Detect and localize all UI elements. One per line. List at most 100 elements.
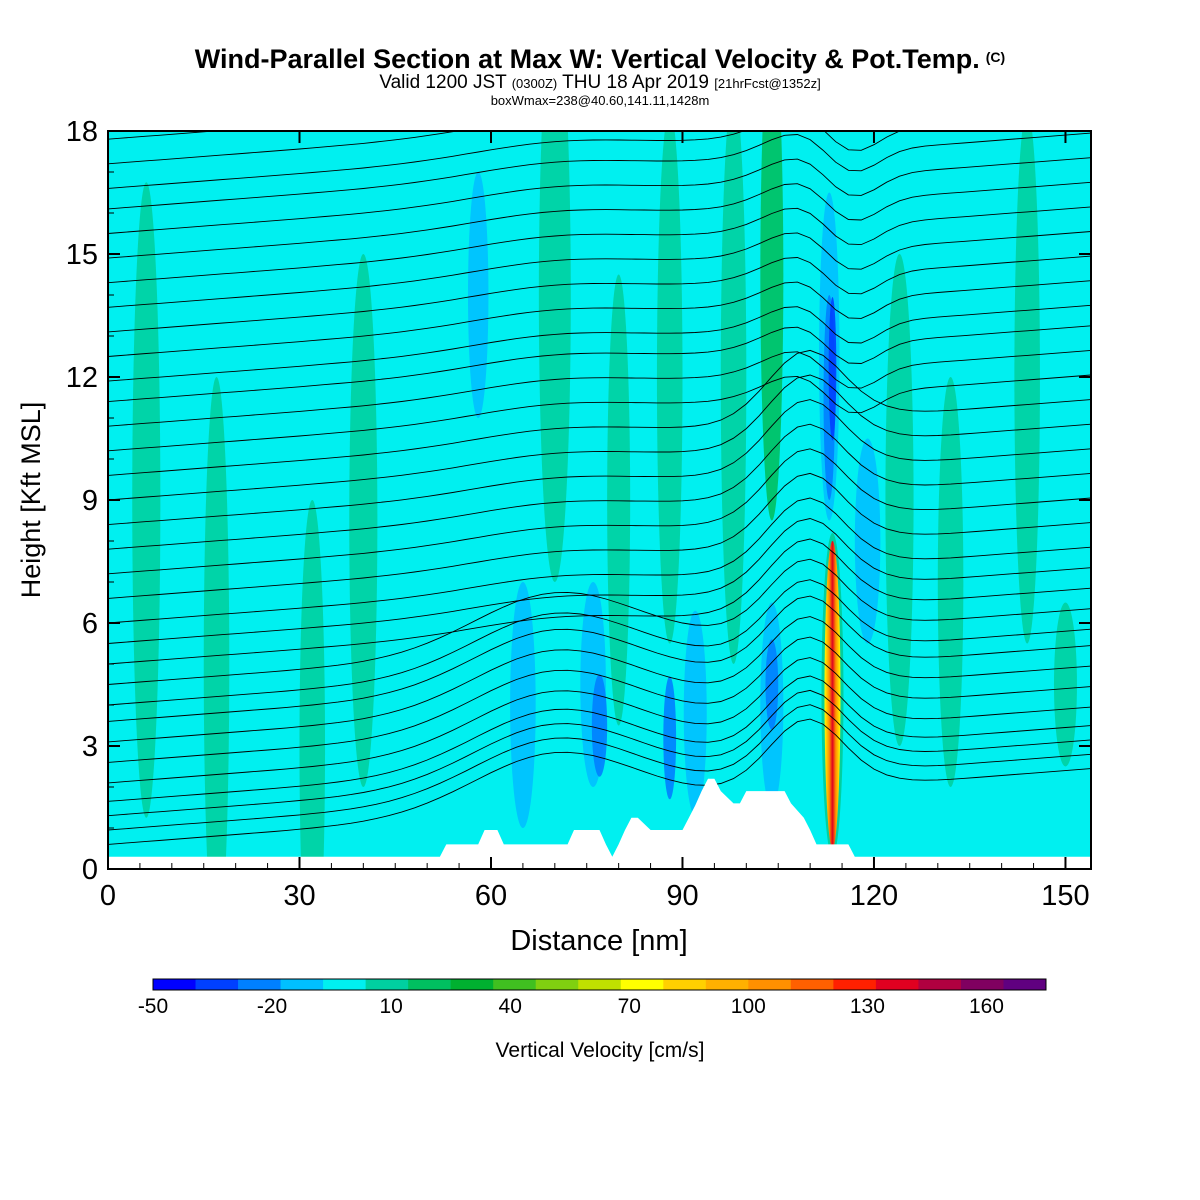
theta-contour bbox=[108, 131, 220, 140]
theta-contour bbox=[108, 579, 1091, 706]
theta-contour bbox=[108, 718, 1091, 845]
theta-contour bbox=[108, 325, 1091, 403]
colorbar-swatch bbox=[280, 979, 324, 990]
colorbar-swatch bbox=[790, 979, 834, 990]
colorbar-tick-label: 160 bbox=[969, 995, 1004, 1018]
theta-contour bbox=[108, 374, 1091, 452]
theta-contour bbox=[108, 255, 1091, 333]
velocity-field bbox=[132, 131, 1077, 869]
theta-contour bbox=[108, 497, 1091, 624]
x-axis-label: Distance [nm] bbox=[510, 925, 687, 957]
theta-contour bbox=[108, 558, 1091, 685]
x-tick-label: 0 bbox=[100, 880, 116, 912]
field-feature bbox=[1014, 131, 1040, 644]
chart-subtitle: Valid 1200 JST (0300Z) THU 18 Apr 2019 [… bbox=[0, 72, 1200, 94]
colorbar-swatch bbox=[153, 979, 197, 990]
colorbar-swatch bbox=[238, 979, 282, 990]
field-feature bbox=[203, 377, 230, 869]
terrain bbox=[108, 778, 1091, 869]
colorbar-swatch bbox=[620, 979, 664, 990]
theta-contour bbox=[108, 636, 1091, 763]
box-info: boxWmax=238@40.60,141.11,1428m bbox=[490, 93, 710, 108]
colorbar-swatch bbox=[705, 979, 749, 990]
theta-contour bbox=[108, 704, 1091, 831]
valid-date: THU 18 Apr 2019 bbox=[562, 72, 709, 93]
colorbar-swatch bbox=[493, 979, 537, 990]
colorbar-swatch bbox=[408, 979, 452, 990]
colorbar-swatch bbox=[875, 979, 919, 990]
colorbar-tick-label: -50 bbox=[138, 995, 168, 1018]
y-tick-label: 3 bbox=[82, 731, 98, 763]
theta-contour bbox=[108, 374, 1091, 501]
theta-contour bbox=[108, 538, 1091, 665]
y-tick-label: 12 bbox=[66, 362, 98, 394]
colorbar-frame bbox=[152, 978, 1047, 991]
colorbar-swatch bbox=[195, 979, 239, 990]
chart-title-text: Wind-Parallel Section at Max W: Vertical… bbox=[194, 44, 980, 74]
colorbar-swatch bbox=[1003, 979, 1047, 990]
theta-contour bbox=[108, 399, 1091, 526]
updraft-core bbox=[824, 541, 841, 849]
x-tick-label: 30 bbox=[283, 880, 315, 912]
colorbar-tick-label: 100 bbox=[731, 995, 766, 1018]
field-feature bbox=[760, 131, 784, 521]
theta-contour bbox=[108, 616, 1091, 743]
colorbar-swatch bbox=[535, 979, 579, 990]
theta-contour bbox=[108, 349, 1091, 427]
colorbar-swatch bbox=[748, 979, 792, 990]
colorbar-tick-label: 70 bbox=[618, 995, 641, 1018]
x-tick-label: 90 bbox=[666, 880, 698, 912]
field-feature bbox=[510, 582, 536, 828]
field-feature bbox=[1053, 602, 1077, 767]
theta-contour bbox=[108, 675, 1091, 802]
field-feature bbox=[656, 131, 683, 644]
colorbar-tick-label: -20 bbox=[257, 995, 287, 1018]
y-tick-label: 9 bbox=[82, 485, 98, 517]
theta-contour bbox=[108, 131, 902, 189]
theta-contour bbox=[108, 518, 1091, 644]
y-tick-label: 15 bbox=[66, 239, 98, 271]
field-feature bbox=[591, 674, 608, 777]
colorbar-swatch bbox=[960, 979, 1004, 990]
theta-contour bbox=[108, 349, 1091, 476]
field-feature bbox=[349, 254, 378, 787]
field-feature bbox=[885, 254, 914, 746]
colorbar-tick-label: 130 bbox=[850, 995, 885, 1018]
theta-contour bbox=[108, 131, 460, 165]
y-tick-label: 0 bbox=[82, 854, 98, 886]
theta-contour bbox=[108, 132, 1091, 210]
axes: 0 30 60 90 120 150 0 3 6 9 12 15 18 bbox=[66, 116, 1091, 912]
x-tick-label: 60 bbox=[475, 880, 507, 912]
colorbar-swatch bbox=[365, 979, 409, 990]
colorbar-tick-label: 10 bbox=[379, 995, 402, 1018]
field-feature bbox=[299, 500, 326, 869]
theta-contour bbox=[108, 423, 1091, 550]
theta-contour bbox=[108, 181, 1091, 259]
field-feature bbox=[538, 131, 571, 582]
colorbar-swatch bbox=[578, 979, 622, 990]
theta-contour bbox=[108, 231, 1091, 308]
colorbar-swatch bbox=[833, 979, 877, 990]
x-tick-label: 150 bbox=[1041, 880, 1089, 912]
theta-contours bbox=[108, 131, 1091, 845]
colorbar-swatch bbox=[663, 979, 707, 990]
field-feature bbox=[607, 274, 631, 726]
field-feature bbox=[720, 131, 747, 664]
theta-contour bbox=[108, 595, 1091, 722]
y-axis-label: Height [Kft MSL] bbox=[16, 402, 46, 599]
theta-contour bbox=[108, 206, 1091, 284]
x-tick-label: 120 bbox=[850, 880, 898, 912]
field-feature bbox=[937, 377, 964, 787]
field-feature bbox=[132, 182, 161, 818]
colorbar-swatch bbox=[323, 979, 367, 990]
chart-title: Wind-Parallel Section at Max W: Vertical… bbox=[0, 44, 1200, 75]
theta-contour bbox=[108, 448, 1091, 575]
field-feature bbox=[468, 172, 489, 418]
colorbar: -50 -20 10 40 70 100 130 160 bbox=[138, 978, 1047, 1018]
theta-contour bbox=[108, 689, 1091, 817]
colorbar-tick-label: 40 bbox=[499, 995, 522, 1018]
y-tick-label: 6 bbox=[82, 608, 98, 640]
forecast-info: [21hrFcst@1352z] bbox=[714, 76, 821, 91]
copyright-mark: (C) bbox=[985, 49, 1006, 65]
